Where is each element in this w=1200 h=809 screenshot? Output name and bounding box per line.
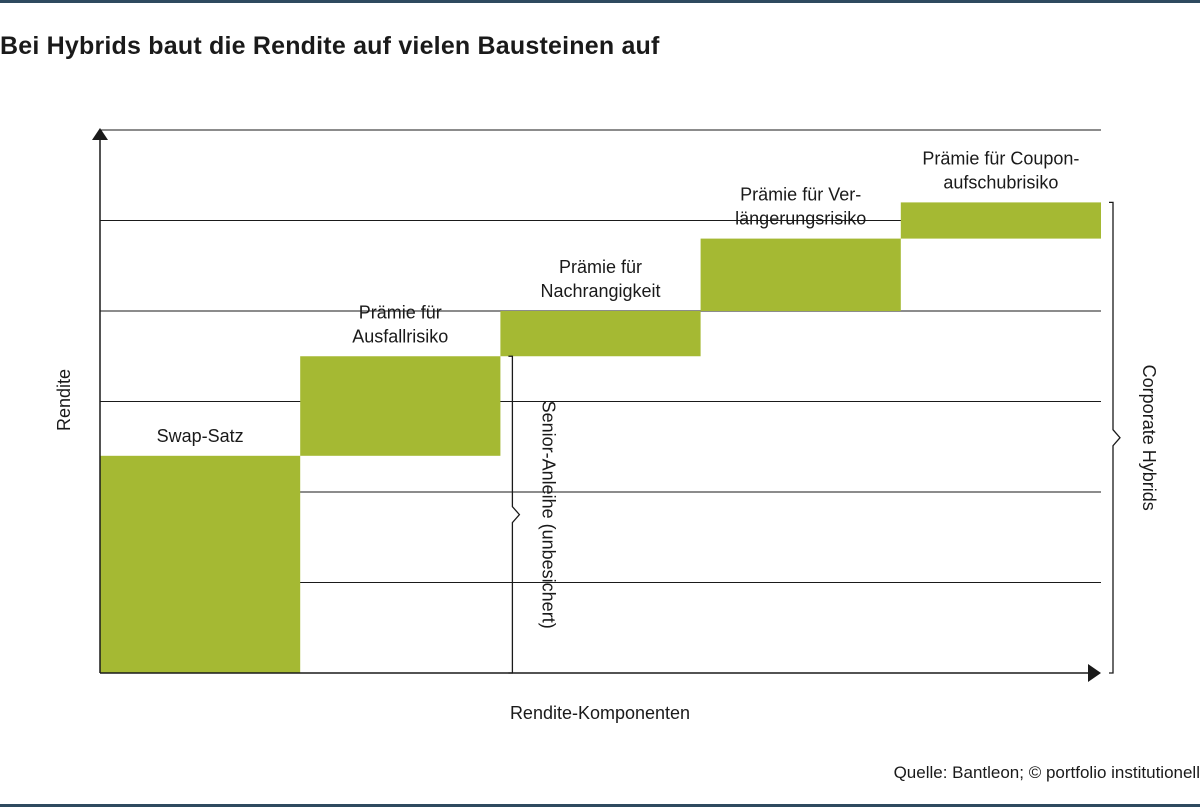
chart-title: Bei Hybrids baut die Rendite auf vielen …: [0, 32, 660, 60]
category-label-line: Prämie für Coupon-: [922, 148, 1079, 168]
category-label-line: Prämie für Ver-: [740, 185, 861, 205]
bracket-label: Corporate Hybrids: [1139, 365, 1159, 511]
bracket-label: Senior-Anleihe (unbesichert): [538, 401, 558, 629]
bars: [100, 202, 1101, 673]
category-label-line: Prämie für: [559, 257, 642, 277]
bar: [900, 202, 1101, 239]
category-label-line: längerungsrisiko: [735, 209, 866, 229]
category-label: Prämie für Nachrangigkeit: [540, 257, 660, 301]
bar: [500, 311, 701, 357]
bottom-rule: [0, 804, 1200, 807]
category-label-line: Swap-Satz: [157, 426, 244, 446]
top-rule: [0, 0, 1200, 3]
category-label: Prämie für Ausfallrisiko: [352, 302, 448, 346]
category-label-line: Ausfallrisiko: [352, 326, 448, 346]
bar: [100, 455, 301, 673]
category-label-line: aufschubrisiko: [943, 172, 1058, 192]
bar: [300, 356, 501, 456]
y-axis-label: Rendite: [54, 369, 74, 431]
category-label: Prämie für Ver-längerungsrisiko: [735, 185, 866, 229]
category-label-line: Prämie für: [359, 302, 442, 322]
brackets: Senior-Anleihe (unbesichert) Corporate Hy…: [508, 201, 1159, 674]
bar: [700, 238, 901, 311]
category-label: Prämie für Coupon-aufschubrisiko: [922, 148, 1079, 192]
bracket: [508, 355, 521, 674]
bracket: [1109, 201, 1121, 674]
category-label: Swap-Satz: [157, 426, 244, 446]
category-label-line: Nachrangigkeit: [540, 281, 660, 301]
x-axis-arrow: [1088, 664, 1101, 682]
y-axis-arrow: [92, 128, 108, 140]
source-note: Quelle: Bantleon; © portfolio institutio…: [893, 763, 1200, 782]
axes: Rendite Rendite-Komponenten: [54, 128, 1101, 723]
x-axis-label: Rendite-Komponenten: [510, 703, 690, 723]
